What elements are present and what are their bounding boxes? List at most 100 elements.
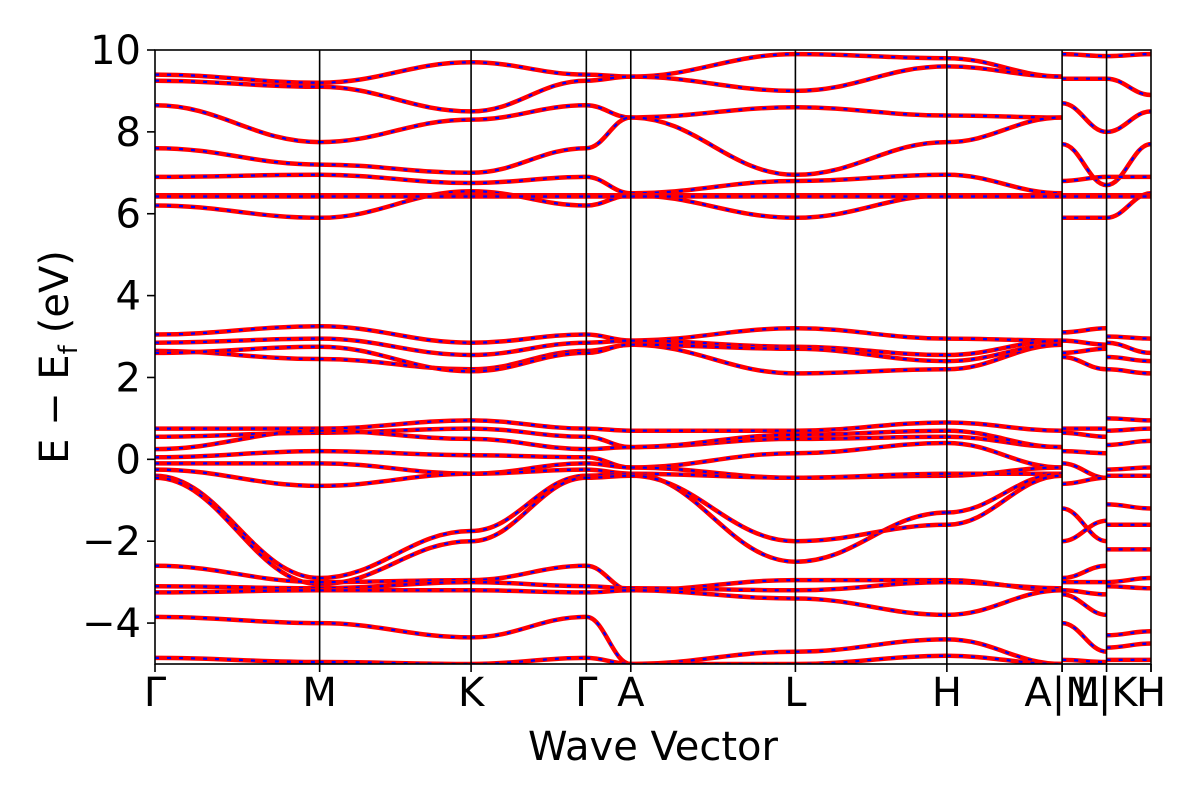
band-curve-dashed bbox=[1062, 175, 1107, 183]
band-curve-dashed bbox=[586, 446, 631, 451]
band-curve-dashed bbox=[946, 343, 1063, 371]
band-curve-dashed bbox=[795, 106, 947, 117]
high-symmetry-lines bbox=[318, 50, 1108, 664]
band-curve-dashed bbox=[1106, 466, 1151, 471]
band-curve bbox=[319, 84, 472, 114]
band-curve bbox=[1061, 141, 1108, 188]
band-curve-dashed bbox=[1106, 355, 1151, 363]
band-lines bbox=[155, 51, 1151, 664]
band-curve-dashed bbox=[1062, 347, 1107, 354]
band-curve-dashed bbox=[471, 61, 587, 76]
band-curve-dashed bbox=[1106, 53, 1151, 58]
y-tick-label: 10 bbox=[90, 28, 141, 74]
band-curve-dashed bbox=[586, 343, 631, 354]
band-curve-dashed bbox=[471, 104, 587, 121]
band-curve-dashed bbox=[471, 589, 587, 594]
band-curve-dashed bbox=[319, 472, 472, 487]
x-tick-label: Γ bbox=[575, 670, 598, 716]
band-curve bbox=[630, 471, 796, 481]
band-curve-dashed bbox=[319, 163, 472, 174]
band-curve-dashed bbox=[471, 351, 587, 373]
band-curve-dashed bbox=[946, 421, 1063, 432]
band-curve bbox=[630, 450, 796, 470]
band-curve bbox=[155, 78, 320, 90]
band-curve-dashed bbox=[586, 75, 631, 82]
band-curve-dashed bbox=[319, 173, 472, 185]
y-tick-label: 6 bbox=[116, 192, 141, 238]
band-curve bbox=[471, 145, 587, 176]
band-curve-dashed bbox=[1106, 335, 1151, 340]
band-curve bbox=[471, 60, 587, 77]
band-curve bbox=[795, 637, 947, 654]
band-curve bbox=[630, 473, 796, 544]
band-curve-dashed bbox=[1106, 630, 1151, 637]
band-curve-dashed bbox=[586, 564, 631, 592]
band-curve-dashed bbox=[319, 622, 472, 639]
band-curve bbox=[630, 432, 796, 450]
band-curve-dashed bbox=[1062, 589, 1107, 596]
band-curve-dashed bbox=[795, 65, 947, 92]
band-curve bbox=[795, 596, 947, 618]
band-curve bbox=[319, 471, 472, 489]
band-curve bbox=[946, 115, 1063, 145]
band-curve-dashed bbox=[319, 85, 472, 113]
band-curve bbox=[1061, 506, 1107, 544]
y-axis-title-subscript: f bbox=[54, 344, 84, 354]
y-tick-label: 4 bbox=[116, 274, 141, 320]
band-curve-dashed bbox=[946, 114, 1063, 119]
band-curve-dashed bbox=[319, 118, 472, 144]
band-curve bbox=[471, 103, 587, 122]
band-curve-dashed bbox=[586, 116, 631, 150]
band-curve-dashed bbox=[946, 654, 1063, 664]
band-curve bbox=[155, 448, 320, 460]
y-tick-label: 8 bbox=[116, 110, 141, 156]
band-curve-dashed bbox=[155, 474, 320, 580]
band-curve-dashed bbox=[471, 79, 587, 113]
band-curve-dashed bbox=[1106, 427, 1151, 432]
y-axis-ticks: −4 −2 0 2 4 6 8 10 bbox=[82, 28, 155, 647]
x-tick-label: A bbox=[617, 670, 645, 716]
band-curve bbox=[155, 336, 320, 345]
band-curve bbox=[630, 588, 796, 601]
band-curve-dashed bbox=[586, 589, 631, 594]
band-curve bbox=[319, 117, 472, 145]
band-curve-dashed bbox=[471, 454, 587, 459]
band-curve-dashed bbox=[946, 441, 1063, 469]
x-tick-label: M bbox=[302, 670, 337, 716]
band-curve-dashed bbox=[471, 427, 587, 438]
band-curve-dashed bbox=[946, 337, 1063, 342]
band-curve bbox=[471, 563, 587, 583]
band-curve-dashed bbox=[795, 53, 947, 60]
band-curve-dashed bbox=[1106, 110, 1151, 133]
band-curve bbox=[471, 475, 587, 544]
band-curve bbox=[1106, 76, 1151, 98]
y-tick-label: −4 bbox=[82, 601, 141, 647]
band-curve-dashed bbox=[471, 333, 587, 344]
band-curve-dashed bbox=[319, 337, 472, 357]
band-curve-dashed bbox=[630, 474, 796, 543]
band-curve bbox=[319, 528, 472, 581]
band-curve-dashed bbox=[1106, 642, 1151, 649]
band-curve-dashed bbox=[946, 343, 1063, 363]
band-curve-dashed bbox=[155, 468, 320, 487]
band-curve bbox=[155, 203, 320, 221]
band-curve bbox=[155, 324, 320, 337]
band-curve-dashed bbox=[1106, 503, 1151, 510]
band-curve-dashed bbox=[471, 419, 587, 430]
band-curve-dashed bbox=[471, 476, 587, 543]
band-curve-dashed bbox=[1062, 339, 1107, 346]
band-curve-dashed bbox=[471, 341, 587, 357]
band-curve-dashed bbox=[795, 597, 947, 616]
band-curve-dashed bbox=[471, 437, 587, 451]
band-curve-dashed bbox=[319, 579, 472, 584]
band-curve-dashed bbox=[1106, 368, 1151, 375]
band-curve bbox=[1061, 354, 1107, 372]
band-curve bbox=[795, 64, 947, 94]
band-curve-dashed bbox=[471, 615, 587, 639]
band-curve-dashed bbox=[471, 190, 587, 207]
band-curve-dashed bbox=[1061, 102, 1107, 133]
band-curve bbox=[155, 145, 320, 167]
band-curve bbox=[1061, 563, 1107, 581]
band-curve-dashed bbox=[630, 194, 796, 219]
band-curve-dashed bbox=[586, 585, 631, 590]
